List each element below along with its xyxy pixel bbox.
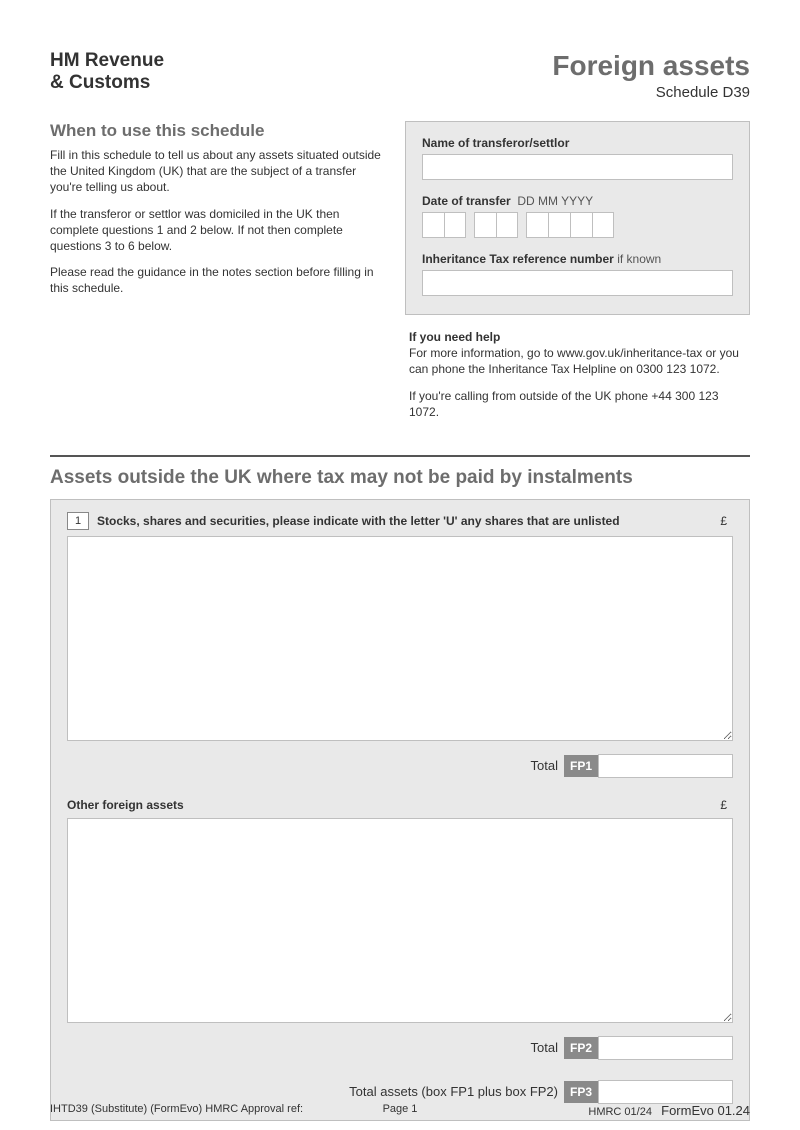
q1-number: 1 [67, 512, 89, 530]
fp2-total-label: Total [531, 1040, 558, 1055]
schedule-label: Schedule D39 [552, 84, 750, 101]
date-field-block: Date of transfer DD MM YYYY [422, 194, 733, 238]
ref-input[interactable] [422, 270, 733, 296]
fp1-row: Total FP1 [67, 754, 733, 778]
date-d1[interactable] [422, 212, 444, 238]
date-label: Date of transfer DD MM YYYY [422, 194, 733, 208]
help-p2: If you're calling from outside of the UK… [409, 388, 750, 420]
footer: IHTD39 (Substitute) (FormEvo) HMRC Appro… [50, 1103, 750, 1118]
help-block: If you need helpFor more information, go… [405, 329, 750, 420]
footer-left: IHTD39 (Substitute) (FormEvo) HMRC Appro… [50, 1103, 303, 1118]
title-block: Foreign assets Schedule D39 [552, 50, 750, 101]
stocks-textarea[interactable] [67, 536, 733, 741]
intro-column: When to use this schedule Fill in this s… [50, 121, 385, 430]
date-y1[interactable] [526, 212, 548, 238]
info-box: Name of transferor/settlor Date of trans… [405, 121, 750, 315]
fp2-tag: FP2 [564, 1037, 598, 1059]
fp2-row: Total FP2 [67, 1036, 733, 1060]
fp1-total-label: Total [531, 758, 558, 773]
logo-line2: & Customs [50, 72, 164, 94]
date-y3[interactable] [570, 212, 592, 238]
date-y2[interactable] [548, 212, 570, 238]
header-row: HM Revenue & Customs Foreign assets Sche… [50, 50, 750, 101]
fp3-input[interactable] [598, 1080, 733, 1104]
other-label-row: Other foreign assets £ [67, 798, 733, 812]
name-input[interactable] [422, 154, 733, 180]
intro-p3: Please read the guidance in the notes se… [50, 264, 385, 296]
date-d2[interactable] [444, 212, 466, 238]
q1-label: Stocks, shares and securities, please in… [97, 514, 695, 528]
fp1-input[interactable] [598, 754, 733, 778]
help-p1: If you need helpFor more information, go… [409, 329, 750, 378]
fp1-tag: FP1 [564, 755, 598, 777]
divider [50, 455, 750, 457]
footer-mid: Page 1 [383, 1103, 418, 1115]
other-currency: £ [720, 798, 733, 812]
fp3-tag: FP3 [564, 1081, 598, 1103]
fp3-row: Total assets (box FP1 plus box FP2) FP3 [67, 1080, 733, 1104]
assets-panel: 1 Stocks, shares and securities, please … [50, 499, 750, 1121]
date-m1[interactable] [474, 212, 496, 238]
main-title: Foreign assets [552, 50, 750, 82]
date-m2[interactable] [496, 212, 518, 238]
top-section: When to use this schedule Fill in this s… [50, 121, 750, 430]
name-label: Name of transferor/settlor [422, 136, 733, 150]
other-textarea[interactable] [67, 818, 733, 1023]
q1-row: 1 Stocks, shares and securities, please … [67, 512, 733, 530]
ref-label: Inheritance Tax reference number if know… [422, 252, 733, 266]
logo-line1: HM Revenue [50, 50, 164, 72]
date-y4[interactable] [592, 212, 614, 238]
hmrc-logo: HM Revenue & Customs [50, 50, 164, 94]
right-column: Name of transferor/settlor Date of trans… [405, 121, 750, 430]
fp2-input[interactable] [598, 1036, 733, 1060]
ref-field-block: Inheritance Tax reference number if know… [422, 252, 733, 296]
footer-right: HMRC 01/24 FormEvo 01.24 [588, 1103, 750, 1118]
fp3-total-label: Total assets (box FP1 plus box FP2) [349, 1084, 558, 1099]
other-label: Other foreign assets [67, 798, 184, 812]
intro-heading: When to use this schedule [50, 121, 385, 141]
name-field-block: Name of transferor/settlor [422, 136, 733, 180]
intro-p2: If the transferor or settlor was domicil… [50, 206, 385, 255]
q1-currency: £ [703, 514, 733, 528]
intro-p1: Fill in this schedule to tell us about a… [50, 147, 385, 196]
date-row [422, 212, 733, 238]
section-title: Assets outside the UK where tax may not … [50, 467, 750, 489]
